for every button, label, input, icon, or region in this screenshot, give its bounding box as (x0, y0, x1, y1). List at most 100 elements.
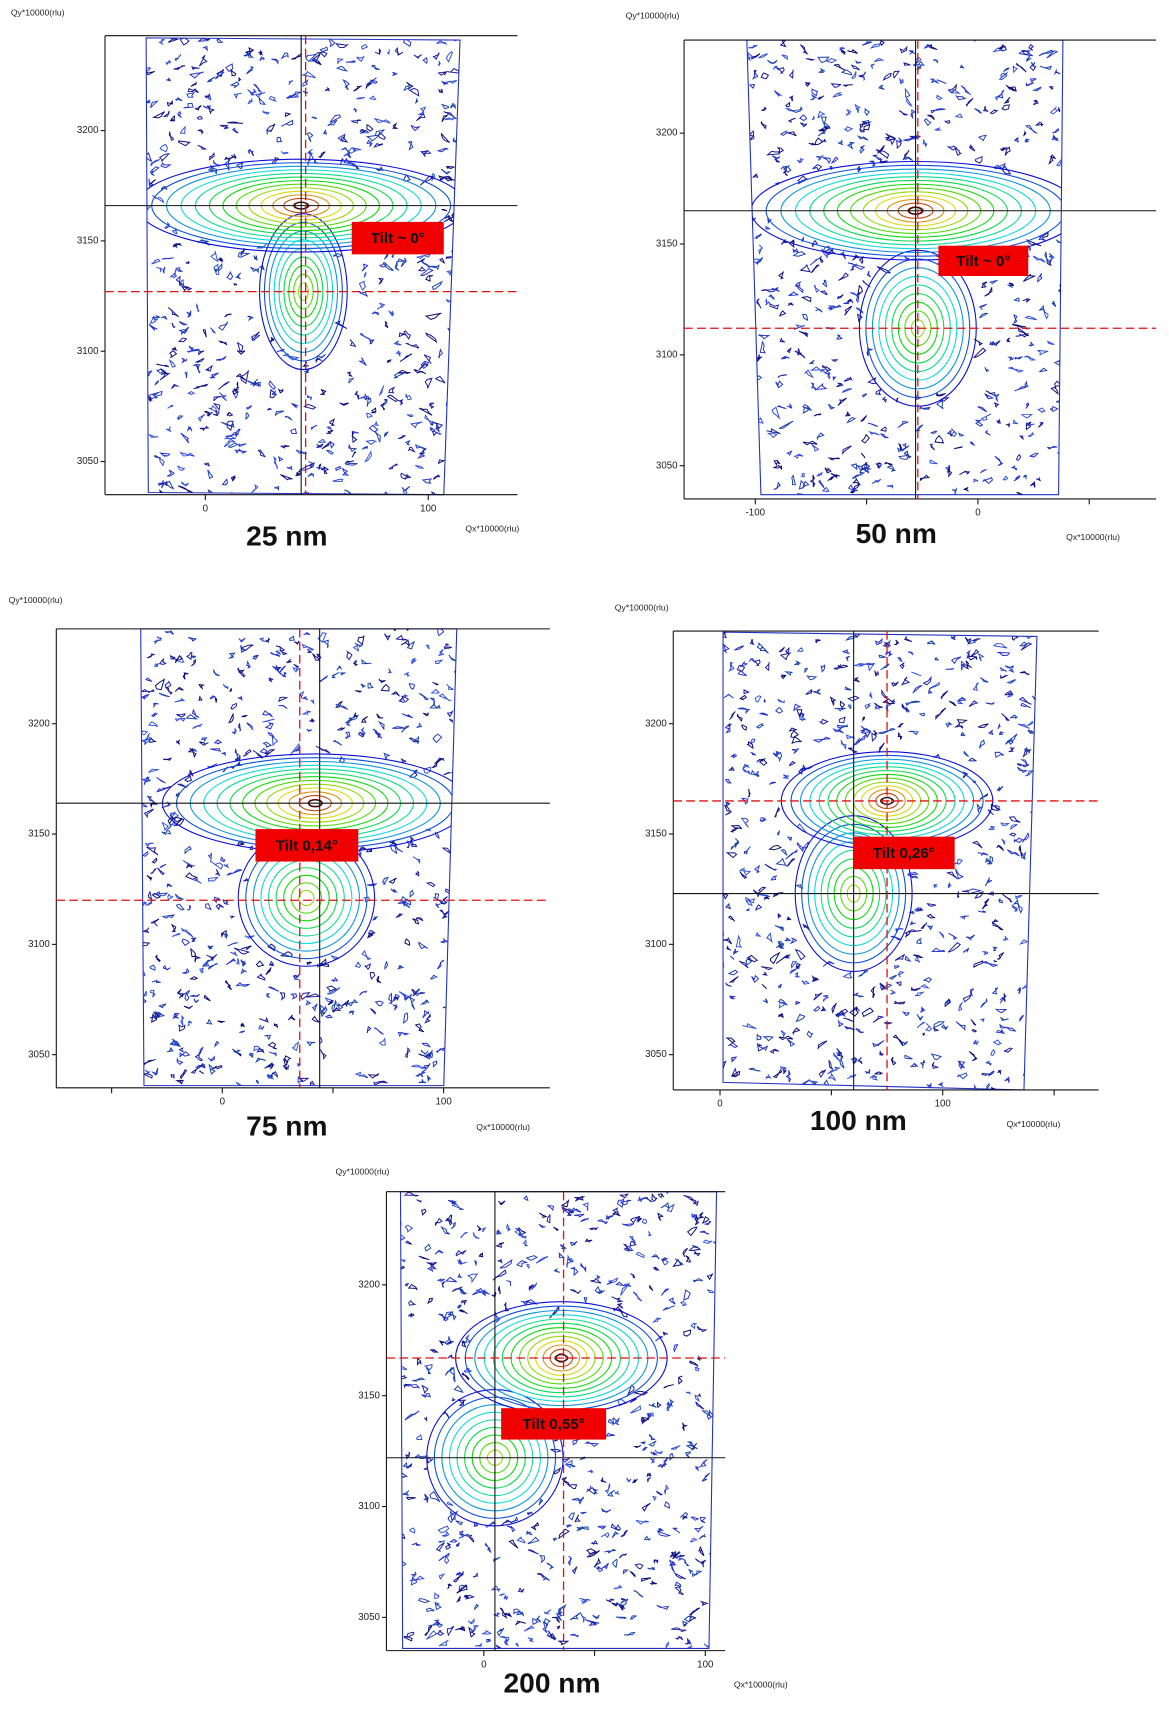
noise-contour (944, 119, 951, 124)
noise-contour (291, 1041, 300, 1052)
noise-contour (635, 1216, 643, 1223)
noise-contour (458, 1535, 466, 1539)
noise-contour (419, 448, 427, 455)
noise-contour (282, 671, 287, 678)
noise-contour (506, 1280, 512, 1286)
noise-contour (400, 1374, 408, 1381)
noise-contour (184, 371, 188, 379)
noise-contour (932, 883, 938, 889)
noise-contour (423, 354, 432, 364)
noise-contour (153, 662, 159, 668)
noise-contour (804, 667, 809, 673)
noise-contour (558, 1604, 567, 1613)
noise-contour (440, 1226, 451, 1235)
noise-contour (837, 397, 847, 406)
noise-contour (732, 948, 739, 956)
annotation-box (351, 221, 444, 255)
noise-contour (794, 948, 806, 961)
noise-contour (1020, 851, 1027, 860)
noise-contour (197, 414, 206, 422)
noise-contour (1006, 733, 1018, 742)
noise-contour (430, 688, 440, 694)
noise-contour (759, 340, 766, 354)
noise-contour (811, 977, 820, 982)
noise-contour (406, 1463, 413, 1469)
noise-contour (843, 299, 853, 304)
noise-contour (411, 1064, 427, 1070)
noise-contour (315, 745, 331, 754)
noise-contour (827, 476, 836, 482)
noise-contour (543, 1618, 552, 1627)
noise-contour (947, 942, 961, 953)
noise-contour (274, 410, 285, 417)
noise-contour (1029, 452, 1039, 458)
x-axis-label: Qx*10000(rlu) (734, 1680, 788, 1690)
noise-contour (366, 883, 378, 887)
noise-contour (700, 1459, 708, 1467)
noise-contour (388, 310, 395, 316)
noise-contour (484, 1542, 492, 1553)
noise-contour (247, 89, 255, 96)
noise-contour (682, 1247, 689, 1258)
contour-level (275, 867, 338, 929)
x-tick-label: 100 (935, 1099, 952, 1110)
noise-contour (758, 757, 768, 766)
noise-contour (951, 656, 962, 665)
noise-contour (877, 742, 885, 753)
noise-contour (760, 72, 770, 80)
noise-contour (1002, 935, 1009, 941)
noise-contour (981, 281, 988, 289)
noise-contour (326, 987, 341, 995)
noise-contour (960, 660, 966, 671)
noise-contour (259, 748, 268, 755)
noise-contour (653, 1558, 659, 1565)
noise-contour (567, 1484, 578, 1489)
noise-contour (404, 439, 411, 446)
noise-contour (404, 342, 420, 349)
noise-contour (196, 302, 200, 312)
noise-contour (452, 137, 458, 144)
noise-contour (1014, 386, 1027, 392)
noise-contour (911, 987, 921, 992)
noise-contour (199, 1064, 206, 1069)
noise-contour (980, 677, 989, 683)
noise-contour (611, 1602, 619, 1607)
noise-contour (790, 961, 798, 969)
noise-contour (437, 1525, 450, 1533)
noise-contour (597, 1525, 607, 1531)
noise-contour (913, 56, 922, 67)
noise-contour (862, 279, 871, 288)
noise-contour (1026, 720, 1034, 727)
noise-contour (847, 747, 859, 754)
noise-contour (945, 668, 955, 670)
noise-contour (161, 185, 168, 191)
noise-contour (552, 1537, 558, 1542)
noise-contour (439, 257, 446, 265)
noise-contour (364, 962, 372, 970)
noise-contour (844, 305, 853, 316)
noise-contour (739, 871, 748, 880)
noise-contour (1001, 838, 1006, 846)
noise-contour (1019, 641, 1028, 647)
noise-contour (246, 660, 252, 669)
noise-contour (424, 1243, 432, 1252)
noise-contour (860, 75, 866, 82)
noise-contour (697, 1211, 705, 1219)
noise-contour (766, 428, 781, 435)
noise-contour (840, 739, 847, 751)
noise-contour (370, 79, 378, 85)
noise-contour (299, 690, 305, 700)
noise-contour (161, 821, 169, 832)
noise-contour (557, 1608, 563, 1615)
noise-contour (630, 1273, 636, 1279)
noise-contour (929, 443, 936, 451)
noise-contour (240, 645, 247, 653)
noise-contour (1037, 349, 1049, 356)
noise-contour (594, 1285, 602, 1295)
noise-contour (798, 712, 805, 718)
noise-contour (404, 1224, 414, 1233)
noise-contour (277, 696, 289, 703)
noise-contour (689, 1537, 698, 1543)
noise-contour (813, 413, 822, 417)
